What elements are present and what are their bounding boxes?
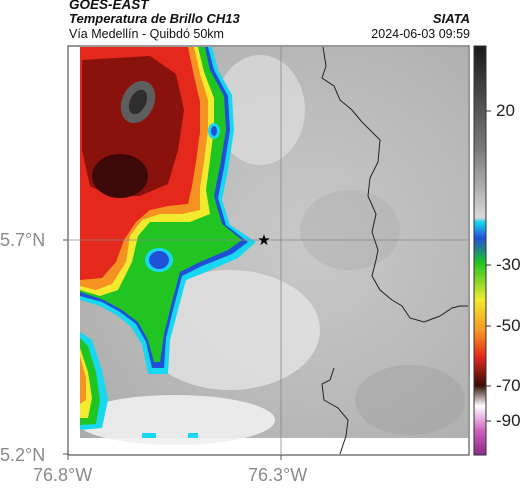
no-data-strip xyxy=(69,47,80,438)
lon-tick-label: 76.3°W xyxy=(248,465,308,485)
light-cloud-patch xyxy=(140,270,320,390)
dark-cloud-patch xyxy=(355,365,465,435)
source-label: SIATA xyxy=(432,11,470,26)
light-cloud-patch xyxy=(215,55,305,165)
storm-cell xyxy=(211,126,217,136)
storm-blip xyxy=(142,433,156,438)
overshooting-top-center xyxy=(128,89,148,115)
route-subtitle: Vía Medellín - Quibdó 50km xyxy=(69,27,224,41)
colorbar xyxy=(473,45,487,456)
colorbar-tick-label: -50 xyxy=(496,316,521,335)
lat-tick-label: 5.2°N xyxy=(0,445,46,465)
storm-blip xyxy=(188,433,198,438)
colorbar-tick-label: -70 xyxy=(496,376,521,395)
storm-cell xyxy=(149,251,169,269)
municipal-boundary xyxy=(321,367,349,455)
lon-tick-label: 76.8°W xyxy=(33,465,93,485)
colorbar-tick-label: 20 xyxy=(496,101,515,120)
dark-cloud-patch xyxy=(300,190,400,270)
star-marker-icon: ★ xyxy=(257,232,270,249)
colorbar-tick-label: -90 xyxy=(496,411,521,430)
map-title: Temperatura de Brillo CH13 xyxy=(69,11,240,26)
storm-fragment-orange xyxy=(80,356,86,404)
lat-tick-label: 5.7°N xyxy=(0,230,46,250)
colorbar-tick-label: -30 xyxy=(496,255,521,274)
product-title: GOES-EAST xyxy=(69,0,149,12)
light-cloud-patch xyxy=(75,395,275,445)
department-boundary xyxy=(321,46,468,323)
timestamp: 2024-06-03 09:59 xyxy=(371,27,470,41)
storm-coldest-core xyxy=(92,154,148,198)
